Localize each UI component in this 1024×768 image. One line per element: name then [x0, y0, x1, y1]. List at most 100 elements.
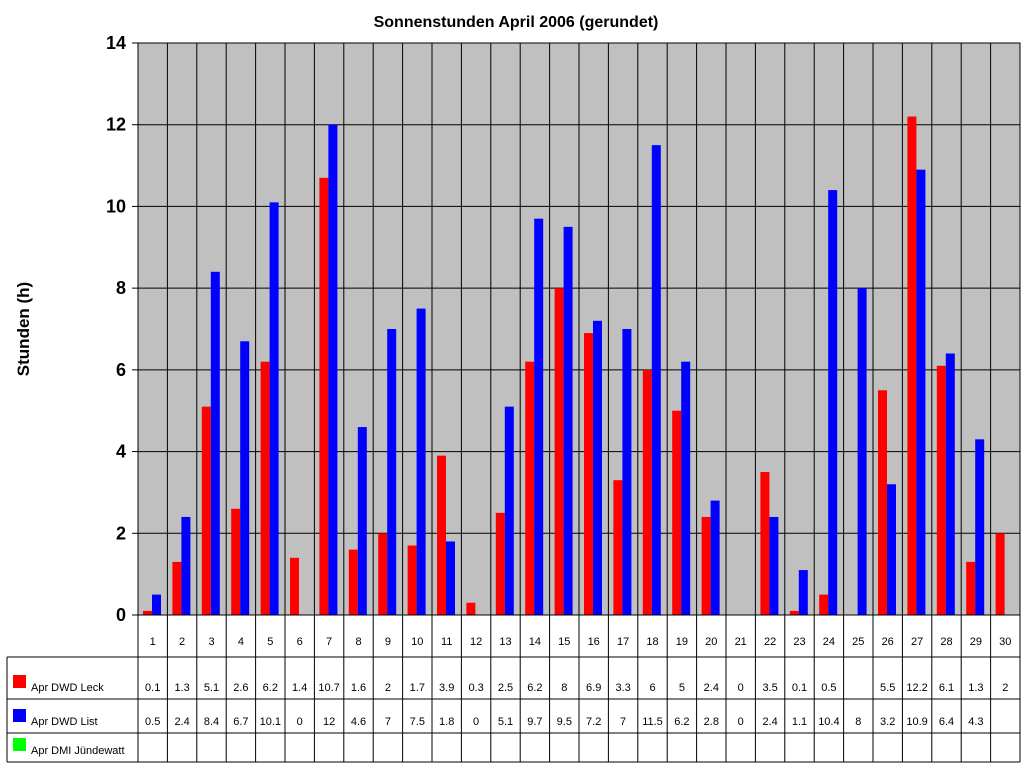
- y-axis-label: Stunden (h): [14, 282, 33, 376]
- bar-leck-29: [966, 561, 976, 615]
- x-tick-label-21: 21: [735, 636, 747, 648]
- x-tick-label-24: 24: [823, 636, 835, 648]
- x-tick-label-29: 29: [970, 636, 982, 648]
- bar-leck-26: [878, 390, 887, 615]
- bar-list-3: [210, 271, 220, 615]
- x-tick-label-3: 3: [208, 636, 214, 648]
- table-cell-value: 7.5: [410, 716, 425, 728]
- table-cell-value: 0: [473, 716, 479, 728]
- table-cell-value: 1.6: [351, 682, 366, 694]
- table-cell-value: 5.5: [880, 682, 895, 694]
- legend-label-2: Apr DMI Jündewatt: [31, 745, 125, 757]
- table-cell-value: 7: [385, 716, 391, 728]
- table-cell-value: 3.9: [439, 682, 454, 694]
- table-cell-value: 3.3: [615, 682, 630, 694]
- bar-leck-27: [907, 116, 917, 616]
- table-cell-value: 2.6: [233, 682, 248, 694]
- table-cell-value: 2.8: [704, 716, 719, 728]
- bar-leck-14: [525, 361, 535, 615]
- table-cell-value: 1.1: [792, 716, 807, 728]
- bar-leck-30: [995, 533, 1005, 615]
- bar-list-20: [710, 500, 720, 615]
- chart-title: Sonnenstunden April 2006 (gerundet): [374, 14, 659, 31]
- data-table: 1 2 3 4 5 6 7 8 9 10 11 12 13 14 15 16 17 18 19 20 21 22 23 24 2…: [6, 615, 1021, 763]
- table-cell-value: 2.5: [498, 682, 513, 694]
- table-cell-value: 6: [649, 682, 655, 694]
- bar-list-27: [916, 169, 926, 615]
- table-cell-value: 6.7: [233, 716, 248, 728]
- bar-list-18: [651, 145, 661, 615]
- table-cell-value: 5: [679, 682, 685, 694]
- table-cell-value: 2.4: [174, 716, 189, 728]
- legend-label-0: Apr DWD Leck: [31, 682, 104, 694]
- bar-leck-2: [172, 561, 182, 615]
- bar-leck-5: [260, 361, 270, 615]
- table-cell-value: 0: [297, 716, 303, 728]
- table-cell-value: 3.5: [762, 682, 777, 694]
- y-tick-label: 6: [116, 360, 126, 380]
- x-tick-label-12: 12: [470, 636, 482, 648]
- bar-leck-1: [143, 610, 152, 615]
- x-tick-label-26: 26: [882, 636, 894, 648]
- table-cell-value: 8: [561, 682, 567, 694]
- bar-leck-7: [319, 177, 329, 616]
- x-tick-label-16: 16: [588, 636, 600, 648]
- table-cell-value: 0.5: [145, 716, 160, 728]
- y-tick-label: 0: [116, 605, 126, 625]
- x-tick-label-8: 8: [355, 636, 361, 648]
- x-tick-label-19: 19: [676, 636, 688, 648]
- table-cell-value: 0.1: [792, 682, 807, 694]
- table-cell-value: 10.9: [906, 716, 927, 728]
- bar-leck-13: [495, 512, 505, 615]
- bar-leck-28: [936, 365, 946, 615]
- bar-list-7: [328, 124, 338, 615]
- table-cell-value: 5.1: [204, 682, 219, 694]
- table-cell-value: 1.3: [968, 682, 983, 694]
- table-cell-value: 9.5: [557, 716, 572, 728]
- bar-list-9: [387, 329, 397, 615]
- bar-leck-9: [378, 533, 388, 615]
- bar-list-19: [681, 361, 691, 615]
- bar-list-10: [416, 308, 426, 615]
- bar-list-1: [152, 594, 161, 615]
- table-cell-value: 1.3: [174, 682, 189, 694]
- bar-list-14: [534, 218, 544, 615]
- bar-list-28: [945, 353, 955, 615]
- table-cell-value: 7.2: [586, 716, 601, 728]
- y-tick-label: 12: [106, 115, 126, 135]
- table-cell-value: 12: [323, 716, 335, 728]
- x-tick-label-9: 9: [385, 636, 391, 648]
- y-tick-label: 10: [106, 196, 126, 216]
- bar-list-15: [563, 226, 573, 615]
- table-cell-value: 1.4: [292, 682, 307, 694]
- plot-area: 0 2 4 6 8 10 12 14: [106, 33, 1021, 625]
- bar-list-23: [798, 570, 808, 615]
- x-tick-label-28: 28: [940, 636, 952, 648]
- x-tick-label-25: 25: [852, 636, 864, 648]
- y-tick-label: 8: [116, 278, 126, 298]
- bar-leck-20: [701, 516, 711, 615]
- table-cell-value: 0.5: [821, 682, 836, 694]
- table-cell-value: 4.6: [351, 716, 366, 728]
- table-cell-value: 6.4: [939, 716, 954, 728]
- table-cell-value: 6.2: [674, 716, 689, 728]
- table-cell-value: 10.1: [260, 716, 281, 728]
- table-cell-value: 10.4: [818, 716, 839, 728]
- legend-swatch-2: [13, 738, 26, 751]
- y-tick-label: 2: [116, 523, 126, 543]
- bar-leck-6: [290, 557, 299, 615]
- bar-list-17: [622, 329, 632, 615]
- bar-leck-10: [407, 545, 417, 615]
- bar-leck-4: [231, 508, 241, 615]
- table-cell-value: 2.4: [704, 682, 719, 694]
- x-tick-label-10: 10: [411, 636, 423, 648]
- bar-list-22: [769, 516, 779, 615]
- bar-leck-24: [819, 594, 829, 615]
- x-tick-label-11: 11: [441, 636, 452, 648]
- table-cell-value: 2: [385, 682, 391, 694]
- legend-swatch-0: [13, 675, 26, 688]
- legend-swatch-1: [13, 709, 26, 722]
- x-tick-label-20: 20: [705, 636, 717, 648]
- bar-list-25: [857, 288, 867, 615]
- bar-list-4: [240, 341, 250, 615]
